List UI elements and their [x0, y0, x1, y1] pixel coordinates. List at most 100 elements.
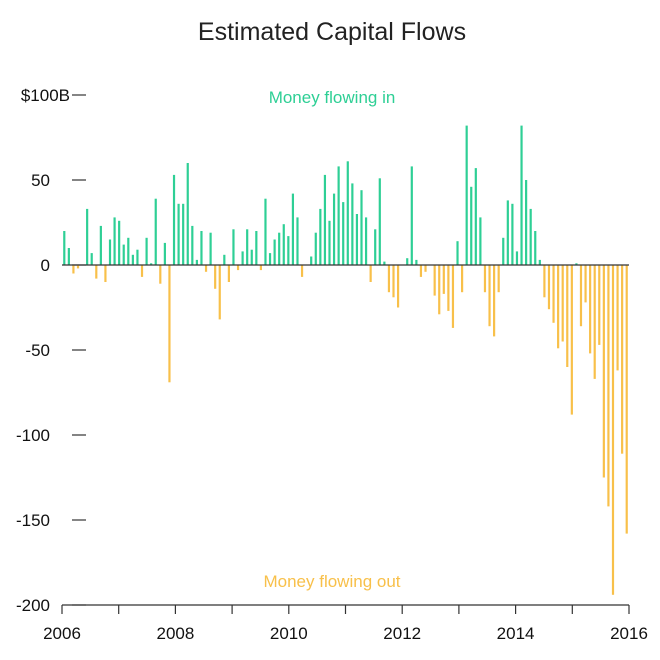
bar-inflow	[145, 237, 148, 265]
bar-outflow	[227, 265, 230, 282]
bar-inflow	[323, 174, 327, 265]
bar-inflow	[364, 217, 368, 265]
bar-inflow	[296, 217, 299, 265]
bar-inflow	[374, 229, 377, 265]
bar-outflow	[621, 265, 624, 454]
bar-outflow	[214, 265, 217, 289]
bar-inflow	[415, 259, 418, 265]
bar-outflow	[497, 265, 500, 293]
bar-inflow	[328, 220, 331, 265]
bar-outflow	[570, 265, 573, 415]
bar-outflow	[76, 265, 80, 269]
bar-outflow	[72, 265, 75, 274]
bar-outflow	[442, 265, 445, 294]
bar-inflow	[127, 237, 130, 265]
bar-inflow	[319, 208, 322, 265]
bar-inflow	[474, 168, 477, 265]
bar-inflow	[90, 253, 93, 265]
bar-inflow	[332, 193, 336, 265]
bar-inflow	[575, 263, 578, 265]
bar-inflow	[195, 259, 198, 265]
bar-outflow	[552, 265, 555, 323]
bar-outflow	[547, 265, 551, 310]
bar-inflow	[310, 256, 313, 265]
bar-outflow	[557, 265, 560, 349]
bar-inflow	[355, 214, 359, 265]
bar-inflow	[241, 251, 244, 265]
bar-outflow	[159, 265, 162, 284]
bar-outflow	[593, 265, 596, 379]
bar-outflow	[589, 265, 592, 354]
bar-inflow	[177, 203, 180, 265]
bar-outflow	[483, 265, 487, 293]
bar-inflow	[406, 258, 409, 265]
x-tick-label: 2016	[610, 624, 648, 643]
x-tick-label: 2006	[43, 624, 81, 643]
x-tick-label: 2014	[497, 624, 535, 643]
bar-inflow	[383, 261, 386, 265]
bar-inflow	[515, 251, 519, 265]
bar-outflow	[300, 265, 304, 277]
bar-outflow	[204, 265, 208, 272]
bar-inflow	[250, 249, 253, 265]
bar-inflow	[268, 253, 272, 265]
bar-inflow	[172, 174, 176, 265]
bar-inflow	[534, 231, 537, 265]
bar-outflow	[387, 265, 391, 293]
bar-inflow	[337, 166, 340, 265]
bar-inflow	[287, 236, 290, 265]
chart-title: Estimated Capital Flows	[198, 18, 466, 46]
bar-outflow	[584, 265, 587, 303]
y-tick-label: -200	[16, 596, 50, 615]
bar-inflow	[470, 186, 473, 265]
bar-outflow	[168, 265, 171, 383]
y-tick-label: -150	[16, 511, 50, 530]
bar-outflow	[369, 265, 372, 282]
bar-inflow	[273, 239, 276, 265]
bar-inflow	[191, 225, 194, 265]
bar-inflow	[529, 208, 532, 265]
bar-inflow	[410, 166, 413, 265]
bar-outflow	[438, 265, 441, 315]
bar-outflow	[95, 265, 98, 279]
bar-inflow	[378, 178, 381, 265]
y-tick-label: 0	[41, 256, 50, 275]
bar-outflow	[433, 265, 436, 296]
bar-outflow	[451, 265, 455, 328]
bar-outflow	[493, 265, 496, 337]
bar-inflow	[186, 163, 189, 265]
tick-marks: $100B 50 0 -50 -100 -150 -200	[16, 86, 86, 615]
bar-inflow	[465, 125, 468, 265]
bar-inflow	[182, 203, 185, 265]
bar-outflow	[488, 265, 491, 327]
bar-inflow	[154, 198, 157, 265]
bar-outflow	[543, 265, 546, 298]
bar-outflow	[447, 265, 450, 311]
x-tick-label: 2012	[383, 624, 421, 643]
bar-inflow	[538, 259, 541, 265]
bar-inflow	[511, 203, 514, 265]
bar-outflow	[579, 265, 583, 327]
bar-inflow	[113, 217, 116, 265]
bar-inflow	[246, 229, 249, 265]
bar-outflow	[616, 265, 619, 371]
axes: 2006 2008 2010 2012 2014 2016	[43, 264, 648, 643]
bars-group	[63, 125, 628, 595]
bar-inflow	[108, 239, 112, 265]
bar-inflow	[136, 249, 139, 265]
bar-outflow	[566, 265, 569, 367]
bar-inflow	[163, 242, 166, 265]
x-tick-label: 2010	[270, 624, 308, 643]
bar-inflow	[200, 231, 203, 265]
y-tick-label: $100B	[21, 86, 70, 105]
bar-outflow	[236, 265, 240, 271]
bar-outflow	[259, 265, 262, 271]
bar-inflow	[502, 237, 505, 265]
bar-outflow	[611, 265, 615, 595]
bar-inflow	[122, 244, 125, 265]
bar-inflow	[255, 231, 258, 265]
bar-inflow	[223, 254, 226, 265]
bar-inflow	[351, 183, 354, 265]
